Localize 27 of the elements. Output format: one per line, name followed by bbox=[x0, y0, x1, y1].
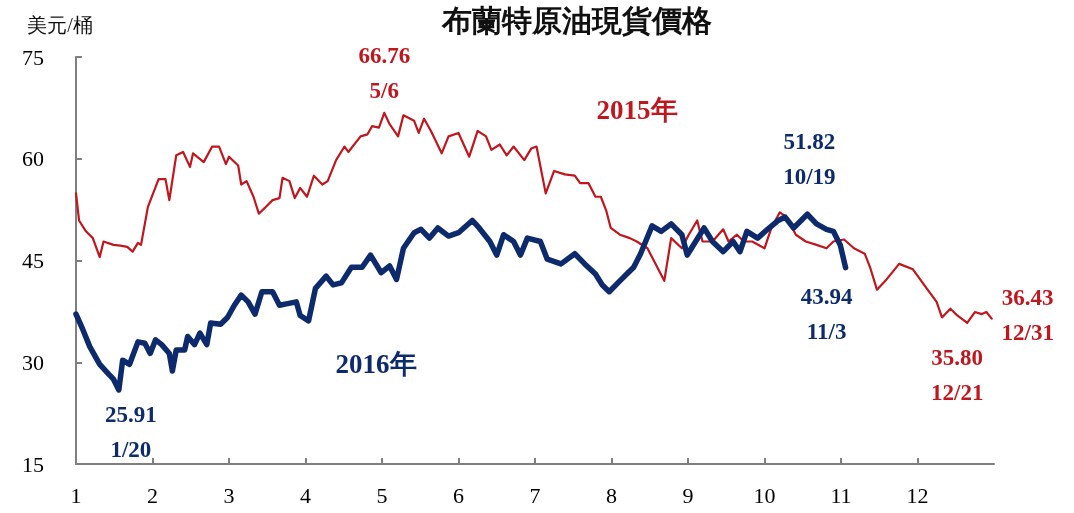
y-tick-label: 75 bbox=[22, 44, 44, 70]
x-tick-label: 5 bbox=[376, 482, 388, 508]
x-tick-label: 12 bbox=[906, 482, 929, 508]
x-tick-label: 7 bbox=[529, 482, 541, 508]
text: 2015年 bbox=[596, 95, 678, 125]
series-label: 2016年 bbox=[335, 349, 417, 379]
x-tick-label: 3 bbox=[223, 482, 235, 508]
x-tick-label: 11 bbox=[830, 482, 852, 508]
annotation: 25.91 1/20 bbox=[104, 401, 157, 462]
x-tick-label: 6 bbox=[453, 482, 464, 508]
x-tick-label: 9 bbox=[682, 482, 694, 508]
y-tick-label: 60 bbox=[22, 146, 44, 172]
x-tick-label: 8 bbox=[606, 482, 617, 508]
y-axis-title: 美元/桶 bbox=[27, 14, 93, 36]
annotation: 66.76 5/6 bbox=[358, 42, 411, 103]
y-tick-label: 30 bbox=[22, 349, 44, 375]
x-tick-label: 2 bbox=[147, 482, 158, 508]
annotation: 35.80 12/21 bbox=[931, 344, 984, 405]
y-tick-label: 45 bbox=[22, 248, 44, 273]
chart-title: 布蘭特原油現貨價格 bbox=[441, 3, 712, 37]
y-tick-label: 15 bbox=[22, 451, 44, 477]
x-tick-label: 4 bbox=[300, 482, 311, 508]
x-tick-label: 1 bbox=[70, 482, 82, 508]
x-tick-label: 10 bbox=[753, 482, 776, 508]
annotation: 51.82 10/19 bbox=[783, 129, 836, 190]
annotation: 36.43 12/31 bbox=[1001, 284, 1054, 345]
annotation: 43.94 11/3 bbox=[800, 283, 853, 344]
